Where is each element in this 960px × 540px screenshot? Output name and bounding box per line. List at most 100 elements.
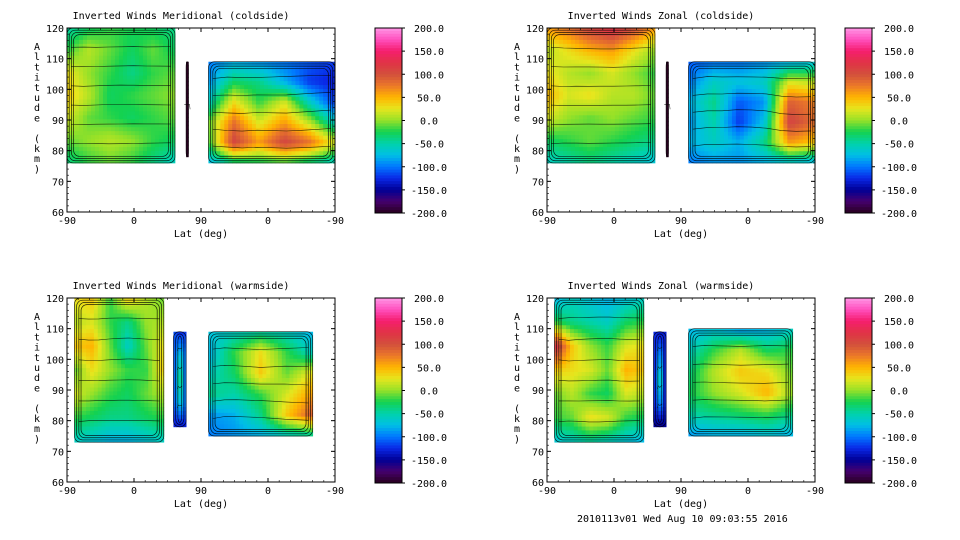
data-cell (78, 391, 83, 396)
data-cell (71, 79, 76, 84)
colorbar-cell (375, 149, 402, 153)
data-cell (134, 143, 140, 148)
data-cell (224, 69, 229, 74)
data-cell (578, 71, 584, 77)
data-cell (590, 143, 596, 148)
data-cell (148, 395, 153, 400)
data-cell (724, 151, 729, 156)
data-cell (114, 107, 120, 112)
data-cell (704, 88, 709, 94)
data-cell (113, 379, 118, 385)
data-cell (251, 124, 257, 129)
data-cell (622, 91, 628, 96)
data-cell (75, 115, 80, 120)
data-cell (182, 359, 187, 364)
data-cell (110, 75, 116, 80)
data-cell (716, 92, 721, 98)
data-cell (303, 131, 308, 137)
data-cell (232, 139, 237, 144)
x-tick-label: 90 (195, 216, 207, 227)
data-cell (97, 325, 103, 330)
data-cell (551, 143, 556, 148)
data-cell (811, 104, 816, 109)
data-cell (598, 71, 604, 77)
data-cell (775, 104, 780, 109)
data-cell (618, 87, 624, 92)
data-cell (646, 43, 652, 49)
data-cell (114, 35, 120, 41)
data-cell (319, 131, 324, 137)
colorbar-cell (845, 155, 872, 159)
data-cell (555, 119, 560, 124)
data-cell (795, 108, 800, 113)
data-cell (570, 147, 576, 152)
data-cell (614, 87, 620, 92)
data-cell (90, 67, 96, 73)
data-cell (783, 124, 788, 129)
data-cell (638, 79, 644, 84)
data-cell (311, 127, 316, 133)
data-cell (124, 410, 130, 416)
data-cell (244, 147, 249, 152)
data-cell (224, 96, 229, 102)
data-cell (136, 317, 141, 322)
data-cell (630, 131, 636, 136)
data-cell (299, 77, 304, 82)
data-cell (186, 117, 189, 122)
data-cell (327, 127, 332, 133)
data-cell (150, 151, 156, 156)
data-cell (767, 104, 772, 109)
data-cell (283, 77, 288, 82)
data-cell (795, 139, 800, 144)
data-cell (630, 123, 636, 128)
data-cell (555, 99, 560, 104)
data-cell (240, 116, 245, 121)
data-cell (704, 96, 709, 102)
data-cell (94, 131, 100, 136)
data-cell (121, 336, 126, 342)
data-cell (555, 35, 560, 41)
colorbar-tick-label: -50.0 (414, 140, 444, 151)
data-cell (117, 329, 122, 334)
data-cell (114, 151, 120, 156)
data-cell (105, 352, 110, 357)
data-cell (152, 301, 157, 307)
data-cell (90, 59, 96, 65)
data-cell (117, 395, 122, 400)
data-cell (712, 124, 717, 129)
data-cell (331, 127, 336, 133)
data-cell (795, 159, 800, 164)
data-cell (113, 407, 118, 412)
data-cell (791, 92, 796, 98)
data-cell (803, 124, 808, 129)
data-cell (315, 100, 320, 105)
data-cell (751, 127, 757, 133)
data-cell (811, 139, 816, 144)
data-cell (162, 47, 168, 53)
data-cell (156, 309, 161, 314)
data-cell (291, 116, 296, 121)
data-cell (574, 139, 580, 144)
data-cell (179, 331, 184, 337)
data-cell (791, 100, 796, 105)
data-cell (751, 96, 757, 102)
data-cell (724, 96, 729, 102)
data-cell (646, 55, 652, 61)
data-cell (327, 116, 332, 121)
data-cell (303, 155, 308, 160)
data-cell (630, 99, 636, 104)
data-cell (90, 63, 96, 69)
data-cell (638, 75, 644, 80)
data-cell (240, 131, 245, 137)
data-cell (626, 107, 632, 112)
data-cell (590, 31, 596, 37)
data-cell (75, 123, 80, 128)
data-cell (159, 348, 165, 353)
data-cell (247, 112, 253, 117)
data-cell (162, 147, 168, 152)
data-cell (156, 387, 161, 392)
data-cell (148, 379, 153, 385)
data-cell (287, 104, 292, 109)
data-cell (122, 103, 128, 108)
data-cell (212, 147, 217, 152)
